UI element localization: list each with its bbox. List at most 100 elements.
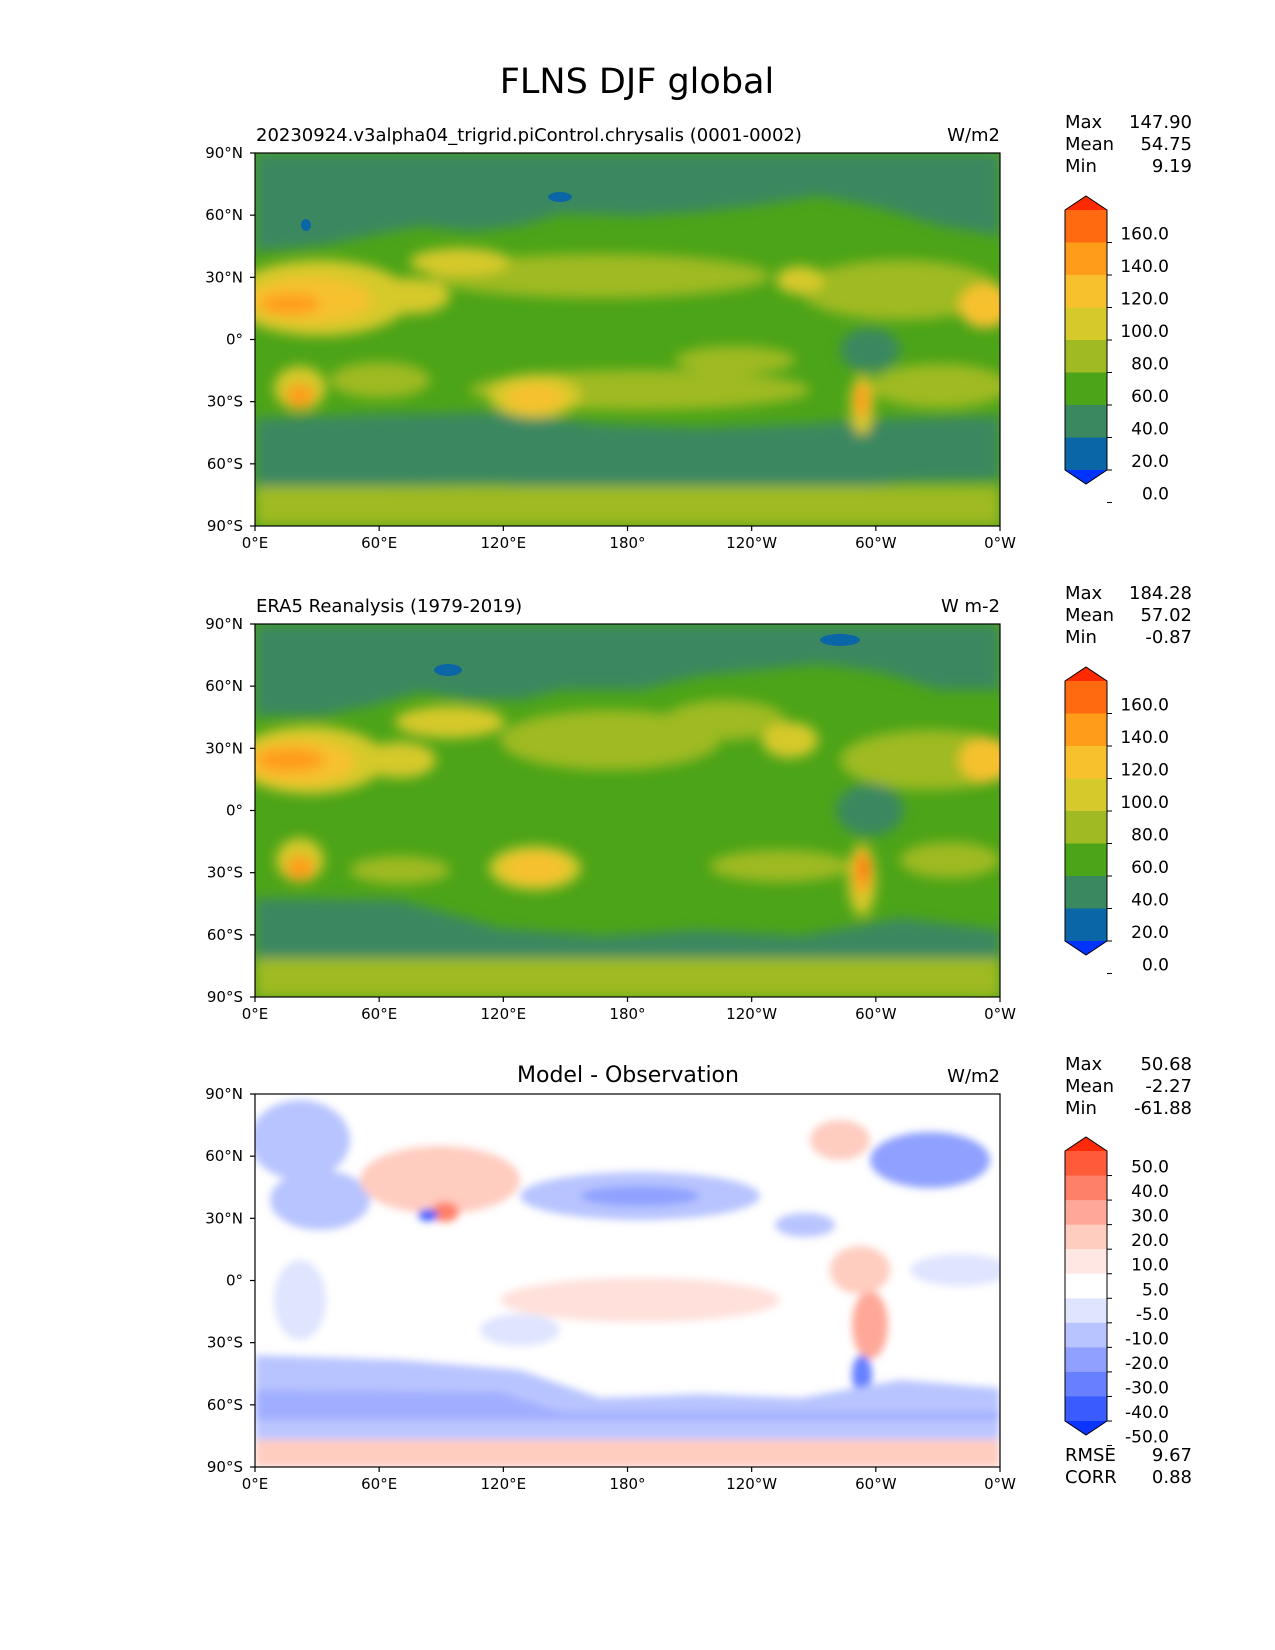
colorbar-tick-label: 20.0: [1131, 452, 1169, 472]
figure-title: FLNS DJF global: [500, 62, 774, 102]
colorbar-bin: [1065, 210, 1107, 243]
colorbar-tick-label: 100.0: [1120, 793, 1169, 813]
colorbar-obs: 160.0 140.0 120.0 100.0 80.0 60.0 40.0 20.0 0.0: [1064, 666, 1169, 976]
x-tick-label: 120°W: [726, 534, 777, 552]
panel-diff-center-title: Model - Observation: [517, 1063, 739, 1088]
colorbar-tick-label: 40.0: [1131, 420, 1169, 440]
y-tick-label: 30°N: [205, 268, 243, 286]
colorbar-tick-label: 40.0: [1131, 1182, 1169, 1202]
stat-value: -2.27: [1145, 1076, 1192, 1097]
panel-diff-map: [255, 1094, 1000, 1467]
colorbar-tick-label: 0.0: [1142, 485, 1169, 505]
panel-model-units: W/m2: [947, 125, 1000, 146]
axes-panel-3: 0°E 60°E 120°E 180° 120°W 60°W 0°W 90°N 60°N 30°N…: [205, 1085, 1016, 1493]
x-tick-label: 120°E: [481, 1475, 527, 1493]
colorbar-tick-label: 160.0: [1120, 696, 1169, 716]
stats-obs: Max 184.28 Mean 57.02 Min -0.87: [1065, 583, 1192, 648]
stat-label: Min: [1065, 156, 1097, 177]
colorbar-bin: [1065, 1322, 1107, 1348]
stat-label: Min: [1065, 627, 1097, 648]
x-tick-label: 60°E: [361, 1005, 397, 1023]
colorbar-bin: [1065, 876, 1107, 909]
colorbar-tick-label: 60.0: [1131, 387, 1169, 407]
panel-obs-left-title: ERA5 Reanalysis (1979-2019): [256, 596, 522, 617]
panel-diff: Model - Observation W/m2: [254, 1063, 1001, 1468]
colorbar-bin: [1065, 681, 1107, 714]
stat-label: Min: [1065, 1098, 1097, 1119]
colorbar-tick-label: -50.0: [1125, 1428, 1169, 1448]
axes-panel-2: 0°E 60°E 120°E 180° 120°W 60°W 0°W 90°N 60°N 30°N…: [205, 615, 1016, 1023]
y-tick-label: 30°S: [207, 1334, 243, 1352]
y-tick-label: 90°N: [205, 615, 243, 633]
colorbar-tick-label: 50.0: [1131, 1158, 1169, 1178]
colorbar-tick-label: 120.0: [1120, 761, 1169, 781]
panel-model: 20230924.v3alpha04_trigrid.piControl.chr…: [254, 125, 1001, 527]
colorbar-tick-label: 30.0: [1131, 1207, 1169, 1227]
colorbar-tick-label: -20.0: [1125, 1354, 1169, 1374]
colorbar-bin: [1065, 340, 1107, 373]
x-tick-label: 0°W: [984, 1005, 1016, 1023]
x-tick-label: 120°W: [726, 1475, 777, 1493]
colorbar-tick-label: 40.0: [1131, 891, 1169, 911]
colorbar-bin: [1065, 242, 1107, 276]
panel-model-map: [255, 153, 1000, 526]
colorbar-tick-label: -10.0: [1125, 1329, 1169, 1349]
stats-diff: Max 50.68 Mean -2.27 Min -61.88 RMSE 9.67 CORR 0.…: [1065, 1054, 1192, 1488]
colorbar-bin: [1065, 778, 1107, 812]
y-tick-label: 0°: [226, 331, 243, 349]
colorbar-tick-label: 160.0: [1120, 225, 1169, 245]
x-tick-label: 60°W: [855, 534, 897, 552]
x-tick-label: 0°E: [242, 1005, 269, 1023]
colorbar-bin: [1065, 1298, 1107, 1324]
colorbar-extend-min: [1065, 470, 1107, 484]
x-tick-label: 180°: [609, 1005, 645, 1023]
y-tick-label: 90°S: [207, 988, 243, 1006]
stat-value: -61.88: [1134, 1098, 1192, 1119]
y-tick-label: 90°S: [207, 1458, 243, 1476]
stat-label: Mean: [1065, 1076, 1114, 1097]
colorbar-bin: [1065, 746, 1107, 779]
y-tick-label: 0°: [226, 802, 243, 820]
y-tick-label: 60°S: [207, 1396, 243, 1414]
panel-obs: ERA5 Reanalysis (1979-2019) W m-2: [254, 596, 1001, 998]
colorbar-bin: [1065, 307, 1107, 341]
colorbar-bin: [1065, 843, 1107, 877]
colorbar-tick-label: 120.0: [1120, 290, 1169, 310]
colorbar-tick-label: 10.0: [1131, 1256, 1169, 1276]
colorbar-bin: [1065, 1224, 1107, 1250]
stat-value: 50.68: [1140, 1054, 1192, 1075]
stat-label: Mean: [1065, 605, 1114, 626]
x-tick-label: 60°W: [855, 1005, 897, 1023]
y-tick-label: 30°N: [205, 1209, 243, 1227]
stat-label: Max: [1065, 112, 1103, 133]
y-tick-label: 60°S: [207, 455, 243, 473]
y-tick-label: 60°N: [205, 677, 243, 695]
y-tick-label: 90°S: [207, 517, 243, 535]
colorbar-tick-label: -40.0: [1125, 1403, 1169, 1423]
colorbar-bin: [1065, 405, 1107, 438]
y-tick-label: 60°N: [205, 206, 243, 224]
x-tick-label: 0°W: [984, 534, 1016, 552]
panel-obs-map: [255, 624, 1000, 997]
panel-model-left-title: 20230924.v3alpha04_trigrid.piControl.chr…: [256, 125, 802, 146]
stat-value: 184.28: [1129, 583, 1192, 604]
y-tick-label: 90°N: [205, 1085, 243, 1103]
y-tick-label: 60°S: [207, 926, 243, 944]
y-tick-label: 30°S: [207, 393, 243, 411]
colorbar-bin: [1065, 908, 1107, 942]
y-tick-label: 30°N: [205, 739, 243, 757]
colorbar-tick-label: -30.0: [1125, 1378, 1169, 1398]
colorbar-tick-label: 5.0: [1142, 1280, 1169, 1300]
x-tick-label: 180°: [609, 534, 645, 552]
axes-panel-1: 0°E 60°E 120°E 180° 120°W 60°W 0°W 90°N 60°N 30°N…: [205, 144, 1016, 552]
x-tick-label: 60°W: [855, 1475, 897, 1493]
extra-stat-value: 9.67: [1152, 1445, 1192, 1466]
x-tick-label: 0°E: [242, 534, 269, 552]
colorbar-tick-label: 0.0: [1142, 956, 1169, 976]
stat-label: Mean: [1065, 134, 1114, 155]
colorbar-tick-label: -5.0: [1136, 1305, 1169, 1325]
colorbar-bin: [1065, 1200, 1107, 1226]
colorbar-tick-label: 140.0: [1120, 728, 1169, 748]
stat-value: 54.75: [1140, 134, 1192, 155]
extra-stat-value: 0.88: [1152, 1467, 1192, 1488]
